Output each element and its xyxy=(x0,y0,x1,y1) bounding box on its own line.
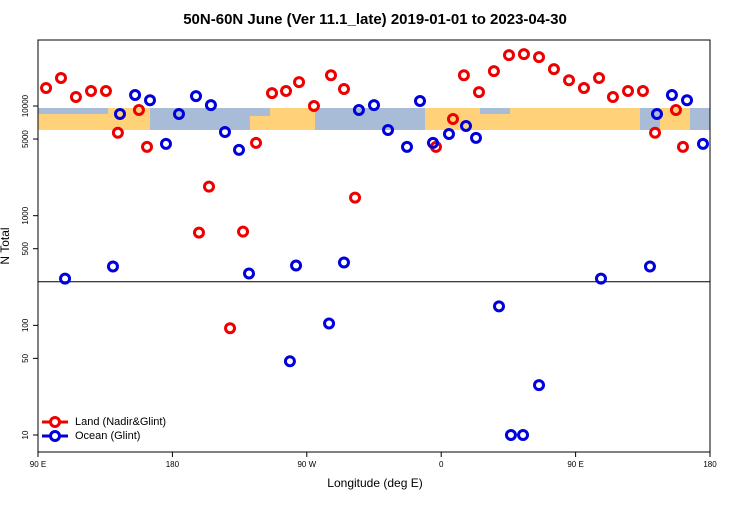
point xyxy=(237,225,250,238)
point xyxy=(681,94,694,107)
point xyxy=(459,119,472,132)
x-tick-label: 90 E xyxy=(567,460,583,469)
point xyxy=(594,272,607,285)
point xyxy=(113,107,126,120)
point xyxy=(650,107,663,120)
point xyxy=(59,272,72,285)
point xyxy=(368,99,380,112)
x-tick-label: 180 xyxy=(166,460,180,469)
point xyxy=(622,85,635,98)
point xyxy=(129,89,142,102)
legend-label: Ocean (Glint) xyxy=(75,430,140,442)
point xyxy=(144,94,156,107)
point xyxy=(504,429,517,442)
point xyxy=(517,48,530,61)
point xyxy=(487,65,500,78)
y-tick-label: 50 xyxy=(21,353,30,362)
point xyxy=(665,89,678,102)
point xyxy=(290,259,303,272)
point xyxy=(69,90,82,103)
point xyxy=(606,90,619,103)
point xyxy=(413,95,426,108)
legend-label: Land (Nadir&Glint) xyxy=(75,416,166,428)
point xyxy=(492,300,505,313)
chart-title: 50N-60N June (Ver 11.1_late) 2019-01-01 … xyxy=(183,11,567,28)
point xyxy=(250,136,263,149)
x-tick-label: 0 xyxy=(439,460,444,469)
legend-marker xyxy=(49,430,61,442)
point xyxy=(593,72,606,85)
point xyxy=(40,82,53,95)
point xyxy=(349,191,362,204)
point xyxy=(266,87,279,100)
point xyxy=(233,143,246,156)
point xyxy=(172,107,185,120)
y-axis-label: N Total xyxy=(0,227,12,264)
point xyxy=(643,260,656,273)
x-tick-label: 90 W xyxy=(297,460,316,469)
point xyxy=(202,180,215,193)
point xyxy=(547,63,560,76)
y-tick-label: 1000 xyxy=(21,206,30,224)
point xyxy=(352,103,365,116)
point xyxy=(517,429,530,442)
point xyxy=(307,100,320,113)
point xyxy=(192,226,205,239)
point xyxy=(243,267,256,280)
point xyxy=(54,72,67,85)
point xyxy=(563,74,576,87)
y-tick-label: 10000 xyxy=(21,94,30,117)
point xyxy=(337,256,350,269)
point xyxy=(280,85,293,98)
point xyxy=(426,136,439,149)
point xyxy=(696,137,709,150)
point xyxy=(218,125,231,138)
point xyxy=(189,90,202,103)
point xyxy=(159,137,172,150)
point xyxy=(99,85,112,98)
point xyxy=(502,49,515,62)
point xyxy=(446,112,459,125)
point xyxy=(323,317,336,330)
point xyxy=(533,379,546,392)
point xyxy=(457,69,470,82)
point xyxy=(337,82,350,95)
point xyxy=(469,131,482,144)
point xyxy=(106,260,119,273)
point xyxy=(224,322,237,335)
y-tick-label: 500 xyxy=(21,241,30,255)
map-strip xyxy=(38,108,710,130)
point xyxy=(132,103,145,116)
point xyxy=(676,140,689,153)
point xyxy=(636,85,649,98)
point xyxy=(533,51,546,64)
point xyxy=(85,85,98,98)
point xyxy=(382,123,395,136)
point xyxy=(204,99,217,112)
x-tick-label: 180 xyxy=(703,460,717,469)
point xyxy=(669,103,682,116)
point xyxy=(472,86,485,99)
y-tick-label: 5000 xyxy=(21,130,30,148)
point xyxy=(324,69,337,82)
point xyxy=(442,127,455,140)
y-tick-label: 10 xyxy=(21,430,30,439)
point xyxy=(283,355,296,368)
legend-marker xyxy=(49,416,61,428)
point xyxy=(293,76,306,89)
plot-frame xyxy=(37,39,711,453)
point xyxy=(111,126,124,139)
point xyxy=(577,82,590,95)
x-tick-label: 90 E xyxy=(30,460,46,469)
y-tick-label: 100 xyxy=(21,318,30,332)
x-axis-label: Longitude (deg E) xyxy=(327,476,422,490)
point xyxy=(401,140,414,153)
point xyxy=(141,140,154,153)
point xyxy=(649,126,662,139)
